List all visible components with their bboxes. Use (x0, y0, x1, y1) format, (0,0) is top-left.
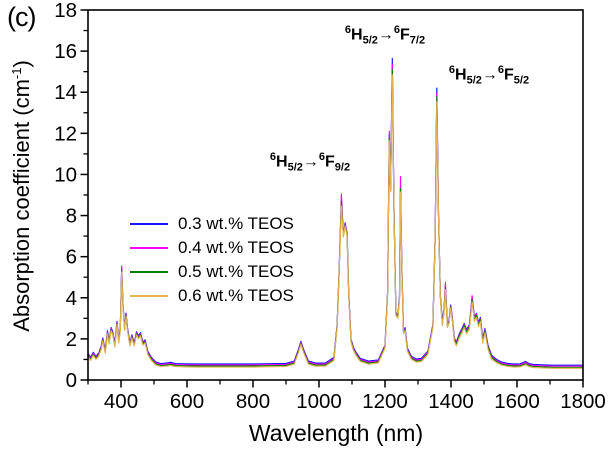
annotation-sub: 5/2 (513, 74, 530, 87)
y-tick-label: 10 (54, 163, 77, 186)
y-tick-label: 6 (66, 246, 77, 269)
y-tick-label: 2 (66, 328, 77, 351)
annotation-term: F (325, 153, 335, 171)
x-tick-label: 1000 (296, 390, 342, 413)
y-tick-label: 4 (66, 287, 77, 310)
annotation-term: F (400, 26, 410, 44)
right-arrow-glyph: → (481, 66, 498, 84)
y-tick-label: 12 (54, 122, 77, 145)
annotation-term: H (455, 66, 467, 84)
y-tick-label: 0 (66, 369, 77, 392)
annotation-term: F (504, 66, 514, 84)
transition-annotation-6f9-2: 6H5/2→6F9/2 (270, 151, 350, 174)
legend-line-sample-green (130, 270, 168, 274)
panel-label: (c) (7, 2, 37, 32)
annotation-sup: 6 (269, 151, 277, 163)
annotation-sup: 6 (344, 24, 352, 36)
legend-item-0.3wt-teos: 0.3 wt.% TEOS (130, 212, 294, 236)
legend: 0.3 wt.% TEOS 0.4 wt.% TEOS 0.5 wt.% TEO… (130, 212, 294, 308)
legend-label: 0.4 wt.% TEOS (178, 238, 294, 257)
annotation-sub: 9/2 (334, 161, 351, 174)
annotation-term: H (276, 153, 288, 171)
annotation-sub: 5/2 (287, 161, 303, 174)
transition-annotation-6f5-2: 6H5/2→6F5/2 (449, 64, 529, 87)
annotation-term: H (351, 26, 363, 44)
x-axis-ticks: 400 600 800 1000 1200 1400 1600 1800 (87, 380, 606, 413)
x-tick-label: 800 (236, 390, 270, 413)
y-axis-label-suffix: ) (9, 60, 35, 68)
legend-line-sample-blue (130, 222, 168, 226)
x-tick-label: 1400 (428, 390, 474, 413)
y-axis-label: Absorption coefficient (cm-1) (9, 60, 35, 332)
x-tick-label: 1200 (362, 390, 408, 413)
series-line-3 (87, 74, 584, 369)
annotation-sup: 6 (393, 24, 401, 36)
y-tick-label: 8 (66, 205, 77, 228)
annotation-sub: 5/2 (466, 74, 482, 87)
transition-annotation-6f7-2: 6H5/2→6F7/2 (345, 24, 425, 47)
legend-line-sample-magenta (130, 246, 168, 250)
legend-item-0.4wt-teos: 0.4 wt.% TEOS (130, 236, 294, 260)
legend-label: 0.3 wt.% TEOS (178, 214, 294, 233)
x-tick-label: 1600 (494, 390, 540, 413)
annotation-sub: 5/2 (362, 34, 378, 47)
y-axis-ticks: 0 2 4 6 8 10 12 14 16 18 (54, 0, 88, 392)
legend-item-0.5wt-teos: 0.5 wt.% TEOS (130, 260, 294, 284)
legend-label: 0.6 wt.% TEOS (178, 286, 294, 305)
y-tick-label: 18 (54, 0, 77, 22)
legend-line-sample-gold (130, 294, 168, 298)
right-arrow-glyph: → (377, 26, 394, 44)
y-tick-label: 14 (54, 81, 77, 104)
legend-label: 0.5 wt.% TEOS (178, 262, 294, 281)
annotation-sup: 6 (497, 64, 505, 76)
right-arrow-glyph: → (302, 153, 319, 171)
annotation-sup: 6 (318, 151, 326, 163)
y-tick-label: 16 (54, 40, 77, 63)
x-tick-label: 1800 (560, 390, 606, 413)
y-axis-label-superscript: -1 (8, 67, 24, 80)
x-tick-label: 400 (104, 390, 138, 413)
y-axis-label-text: Absorption coefficient (cm (9, 79, 35, 332)
x-axis-label: Wavelength (nm) (248, 420, 424, 446)
x-tick-label: 600 (170, 390, 204, 413)
annotation-sup: 6 (448, 64, 456, 76)
legend-item-0.6wt-teos: 0.6 wt.% TEOS (130, 284, 294, 308)
annotation-sub: 7/2 (409, 34, 426, 47)
